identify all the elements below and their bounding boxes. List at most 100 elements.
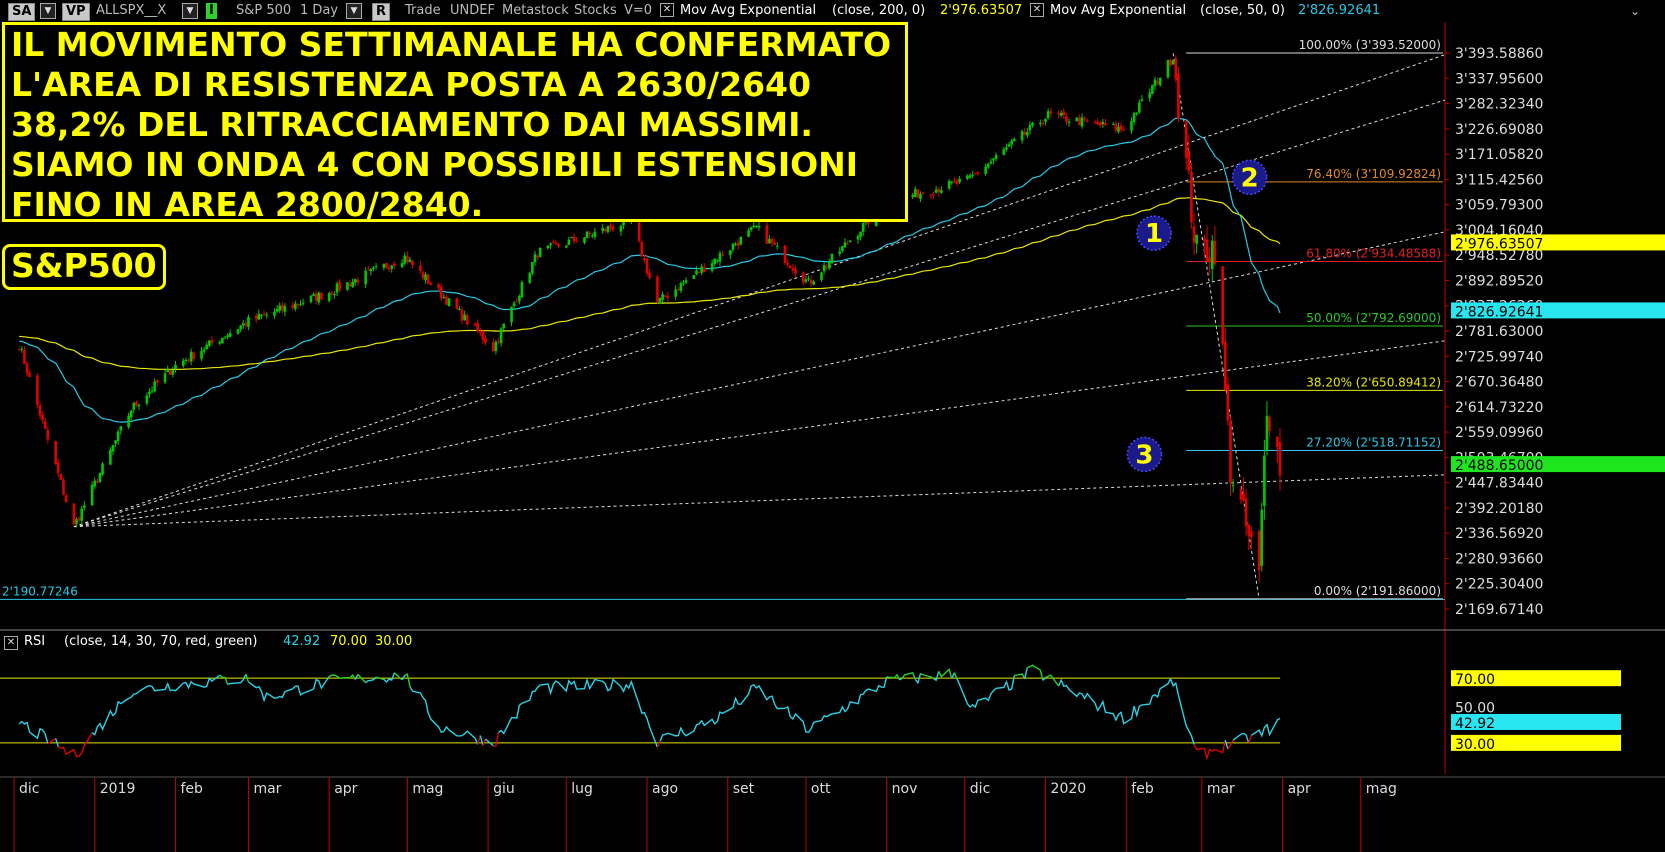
candle xyxy=(166,369,169,373)
annotation-line: 38,2% DEL RITRACCIAMENTO DAI MASSIMI. xyxy=(11,105,813,144)
candle xyxy=(481,331,485,340)
rsi-mid-label: 50.00 xyxy=(1455,701,1495,717)
remove-ma2-icon[interactable]: ✕ xyxy=(1030,3,1044,17)
annotation-line: SIAMO IN ONDA 4 CON POSSIBILI ESTENSIONI xyxy=(11,145,859,184)
time-tick-label: feb xyxy=(1131,781,1154,797)
vp-button[interactable]: VP xyxy=(62,3,90,21)
rsi-segment xyxy=(1024,667,1029,679)
remove-rsi-icon[interactable]: ✕ xyxy=(4,636,18,650)
candle xyxy=(1166,59,1170,78)
candle xyxy=(731,243,735,250)
candle xyxy=(455,298,459,310)
wave-label: 1 xyxy=(1145,219,1163,249)
rsi-segment xyxy=(227,673,247,686)
candle xyxy=(986,163,990,168)
timeframe-dropdown-icon[interactable]: ▼ xyxy=(346,3,362,19)
rsi-segment xyxy=(401,674,406,681)
rsi-segment xyxy=(328,674,356,680)
candle xyxy=(572,236,576,242)
candle xyxy=(955,181,959,184)
candle xyxy=(400,263,404,268)
price-tick-label: 2'892.89520 xyxy=(1455,273,1543,289)
candle xyxy=(1111,123,1115,125)
rsi-segment xyxy=(485,738,494,747)
timeframe-label[interactable]: 1 Day xyxy=(300,3,339,18)
candle xyxy=(1239,489,1243,500)
price-chart[interactable]: 2'190.77246 100.00% (3'393.52000) 76.40% … xyxy=(0,22,1665,632)
candle xyxy=(1242,493,1245,501)
candle xyxy=(192,352,196,359)
candle xyxy=(656,276,659,303)
candle xyxy=(911,195,915,198)
price-tick-label: 3'171.05820 xyxy=(1455,147,1543,163)
symbol-label[interactable]: ALLSPX__X xyxy=(96,3,167,18)
sa-dropdown-icon[interactable]: ▼ xyxy=(40,3,56,19)
remove-ma1-icon[interactable]: ✕ xyxy=(660,3,674,17)
collapse-chevron-icon[interactable]: ⌄ xyxy=(1630,4,1641,18)
candle xyxy=(1263,455,1266,506)
candle xyxy=(262,313,266,315)
sa-button[interactable]: SA xyxy=(8,3,36,21)
rsi-segment xyxy=(1045,674,1060,687)
price-tick-label: 2'725.99740 xyxy=(1455,349,1543,365)
candle xyxy=(570,237,573,239)
candle xyxy=(83,505,86,508)
instrument-button[interactable]: I xyxy=(206,3,217,19)
instrument-annotation: S&P500 xyxy=(2,244,166,290)
candle xyxy=(439,286,443,299)
rsi-segment xyxy=(1250,717,1281,738)
candle xyxy=(1007,144,1011,147)
candle xyxy=(502,323,506,329)
candle xyxy=(856,236,860,240)
r-button[interactable]: R xyxy=(372,3,391,21)
candle xyxy=(458,308,461,310)
rsi-segment xyxy=(493,732,500,747)
low-label: 2'190.77246 xyxy=(2,584,78,598)
candle xyxy=(135,401,138,406)
wave-label: 3 xyxy=(1135,440,1153,470)
rsi-segment xyxy=(1014,673,1026,680)
candle xyxy=(1229,421,1232,483)
candle xyxy=(153,381,156,392)
candle xyxy=(408,259,412,263)
candle xyxy=(93,480,97,487)
candle xyxy=(244,323,248,326)
rsi-segment xyxy=(357,673,367,684)
rsi-segment xyxy=(933,671,940,682)
candle xyxy=(1213,240,1217,264)
rsi-lower-tag: 30.00 xyxy=(1455,737,1495,753)
rsi-segment xyxy=(899,677,903,681)
symbol-dropdown-icon[interactable]: ▼ xyxy=(182,3,198,19)
candle xyxy=(536,255,539,258)
rsi-segment xyxy=(248,676,330,703)
candle xyxy=(812,281,816,285)
candle xyxy=(564,245,568,248)
time-tick-label: 2019 xyxy=(100,781,136,797)
candle xyxy=(1041,123,1045,125)
candle xyxy=(1195,234,1198,244)
ema200-tag: 2'976.63507 xyxy=(1455,236,1543,252)
candle xyxy=(1104,123,1107,126)
candle xyxy=(736,242,740,246)
candle xyxy=(703,266,706,272)
candle xyxy=(1002,149,1006,156)
rsi-segment xyxy=(659,676,888,742)
price-tick-label: 2'670.36480 xyxy=(1455,375,1543,391)
candle xyxy=(171,370,175,375)
time-tick-label: mar xyxy=(253,781,281,797)
candle xyxy=(364,270,367,285)
candle xyxy=(953,180,956,182)
candle xyxy=(843,242,847,248)
candle xyxy=(1012,138,1016,141)
rsi-segment xyxy=(1224,740,1229,750)
candle xyxy=(932,193,935,195)
candle xyxy=(236,329,240,334)
candle xyxy=(838,251,842,254)
rsi-segment xyxy=(656,741,661,748)
candle xyxy=(145,395,149,404)
candle xyxy=(129,410,133,418)
trade-label[interactable]: Trade xyxy=(405,3,441,18)
price-grid xyxy=(0,22,1665,632)
annotation-line: FINO IN AREA 2800/2840. xyxy=(11,185,484,224)
